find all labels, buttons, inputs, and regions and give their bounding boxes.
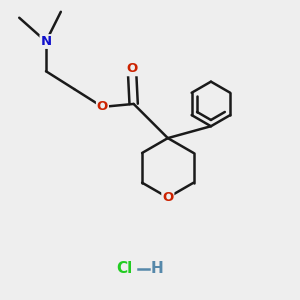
Text: O: O: [162, 191, 173, 204]
Text: N: N: [40, 35, 52, 48]
Text: Cl: Cl: [117, 261, 133, 276]
Text: O: O: [97, 100, 108, 113]
Text: H: H: [151, 261, 164, 276]
Text: O: O: [127, 62, 138, 75]
